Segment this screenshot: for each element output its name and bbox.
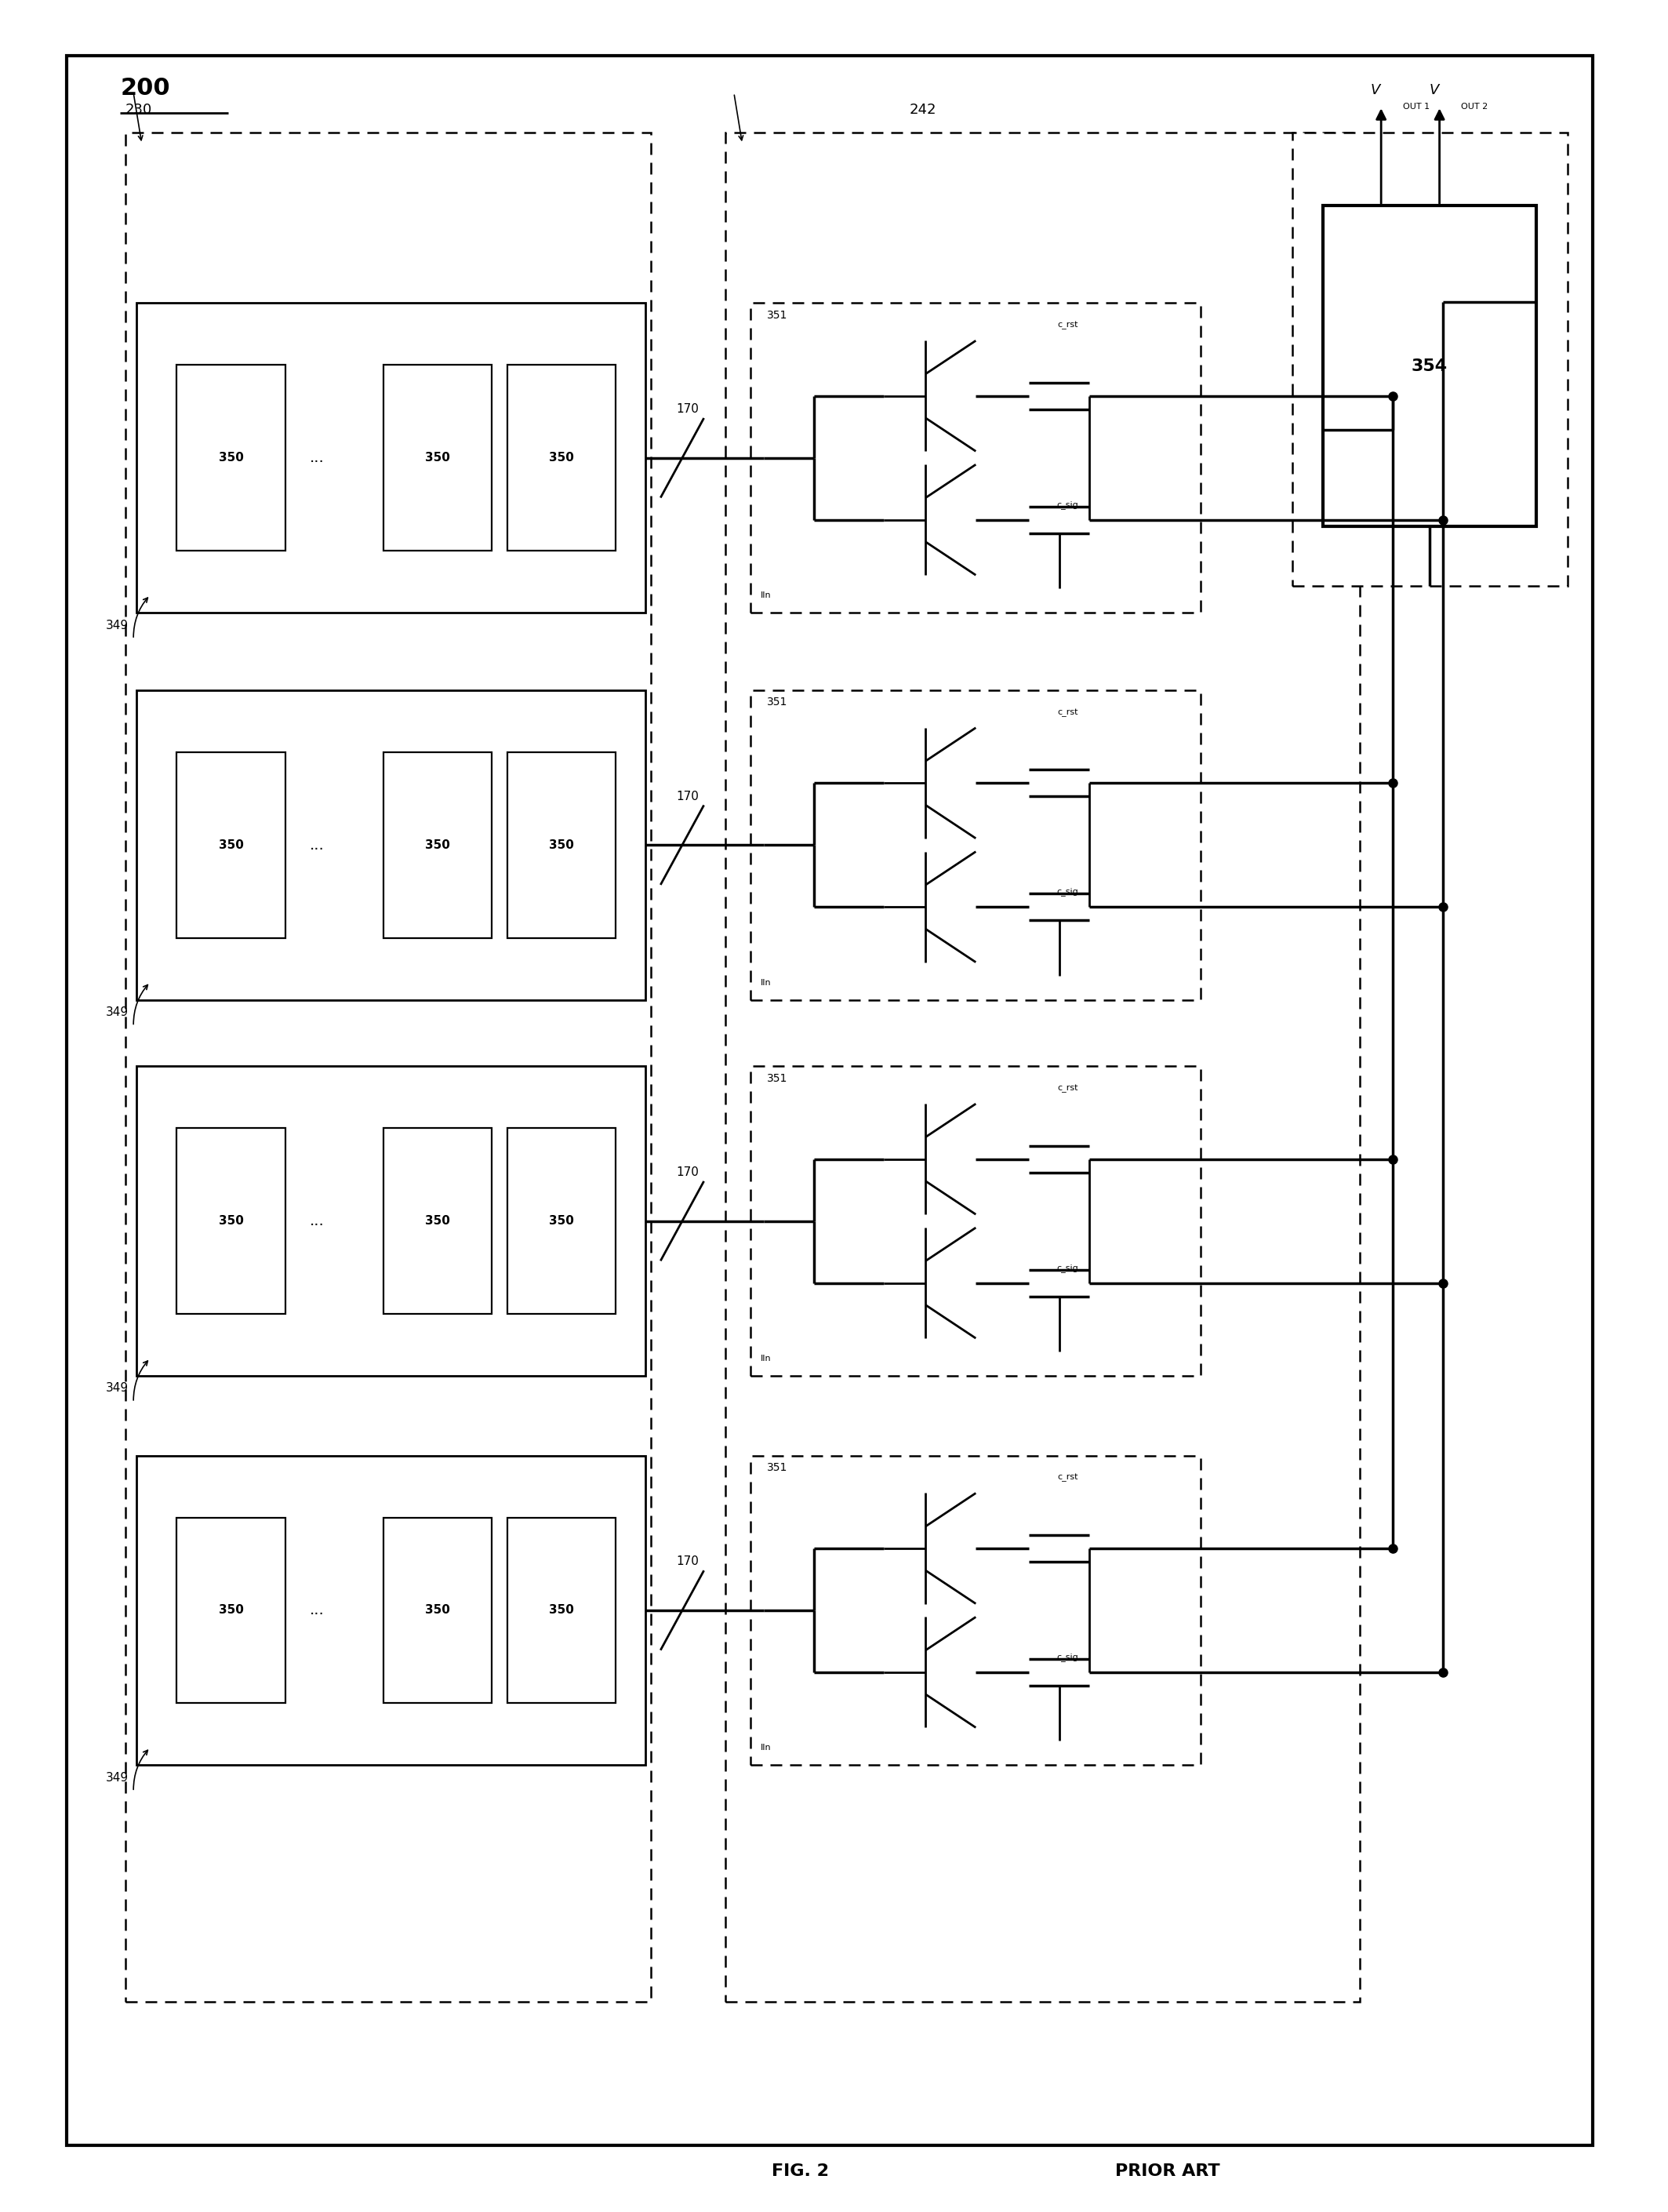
- Text: 351: 351: [767, 697, 787, 708]
- Bar: [726, 133, 1359, 2002]
- Bar: [384, 365, 492, 551]
- Text: ...: ...: [310, 451, 324, 465]
- Text: IIn: IIn: [761, 978, 771, 987]
- Bar: [137, 1066, 646, 1376]
- Text: 350: 350: [549, 451, 574, 465]
- Bar: [507, 1128, 615, 1314]
- Text: $\it{V}$: $\it{V}$: [1428, 84, 1441, 97]
- Bar: [1293, 133, 1568, 586]
- Text: 350: 350: [549, 1214, 574, 1228]
- Text: c_rst: c_rst: [1058, 1084, 1078, 1093]
- Text: 350: 350: [425, 1214, 450, 1228]
- Bar: [384, 1517, 492, 1703]
- Text: IIn: IIn: [761, 1354, 771, 1363]
- Bar: [507, 1517, 615, 1703]
- Bar: [125, 133, 651, 2002]
- Text: c_rst: c_rst: [1058, 1473, 1078, 1482]
- Text: 349: 349: [105, 1772, 128, 1783]
- Text: 350: 350: [549, 1604, 574, 1617]
- Bar: [1323, 206, 1536, 526]
- Text: 351: 351: [767, 1462, 787, 1473]
- Text: 349: 349: [105, 1006, 128, 1018]
- Text: 350: 350: [219, 1604, 244, 1617]
- Text: 349: 349: [105, 619, 128, 630]
- Text: 354: 354: [1411, 358, 1448, 374]
- Bar: [751, 1455, 1201, 1765]
- Text: c_sig: c_sig: [1056, 1263, 1079, 1272]
- Text: 350: 350: [219, 838, 244, 852]
- Text: OUT 1: OUT 1: [1403, 102, 1429, 111]
- Bar: [177, 1517, 285, 1703]
- Bar: [751, 1066, 1201, 1376]
- Text: PRIOR ART: PRIOR ART: [1116, 2163, 1219, 2179]
- Text: ...: ...: [310, 1604, 324, 1617]
- Bar: [384, 752, 492, 938]
- Text: 170: 170: [676, 403, 699, 416]
- Text: c_sig: c_sig: [1056, 500, 1079, 509]
- Text: ...: ...: [310, 838, 324, 852]
- Text: 242: 242: [909, 104, 936, 117]
- Text: $\it{V}$: $\it{V}$: [1369, 84, 1383, 97]
- Bar: [751, 690, 1201, 1000]
- Text: IIn: IIn: [761, 591, 771, 599]
- Text: 200: 200: [120, 77, 170, 100]
- Text: 350: 350: [425, 838, 450, 852]
- Bar: [137, 690, 646, 1000]
- Bar: [751, 303, 1201, 613]
- Text: OUT 2: OUT 2: [1461, 102, 1488, 111]
- Text: 170: 170: [676, 1555, 699, 1568]
- Text: 350: 350: [425, 1604, 450, 1617]
- Text: 170: 170: [676, 1166, 699, 1179]
- Bar: [507, 365, 615, 551]
- Text: 351: 351: [767, 310, 787, 321]
- Bar: [177, 365, 285, 551]
- Bar: [177, 1128, 285, 1314]
- Text: FIG. 2: FIG. 2: [772, 2163, 829, 2179]
- Bar: [507, 752, 615, 938]
- Bar: [137, 1455, 646, 1765]
- Text: 350: 350: [549, 838, 574, 852]
- Text: c_rst: c_rst: [1058, 708, 1078, 717]
- Bar: [137, 303, 646, 613]
- Text: c_sig: c_sig: [1056, 1652, 1079, 1661]
- Bar: [177, 752, 285, 938]
- Text: 170: 170: [676, 790, 699, 803]
- Text: ...: ...: [310, 1214, 324, 1228]
- Text: c_sig: c_sig: [1056, 887, 1079, 896]
- Text: 350: 350: [425, 451, 450, 465]
- Bar: [384, 1128, 492, 1314]
- Text: 349: 349: [105, 1382, 128, 1394]
- Text: 350: 350: [219, 1214, 244, 1228]
- Text: c_rst: c_rst: [1058, 321, 1078, 330]
- Text: 350: 350: [219, 451, 244, 465]
- Text: 230: 230: [125, 104, 152, 117]
- Text: 351: 351: [767, 1073, 787, 1084]
- Text: IIn: IIn: [761, 1743, 771, 1752]
